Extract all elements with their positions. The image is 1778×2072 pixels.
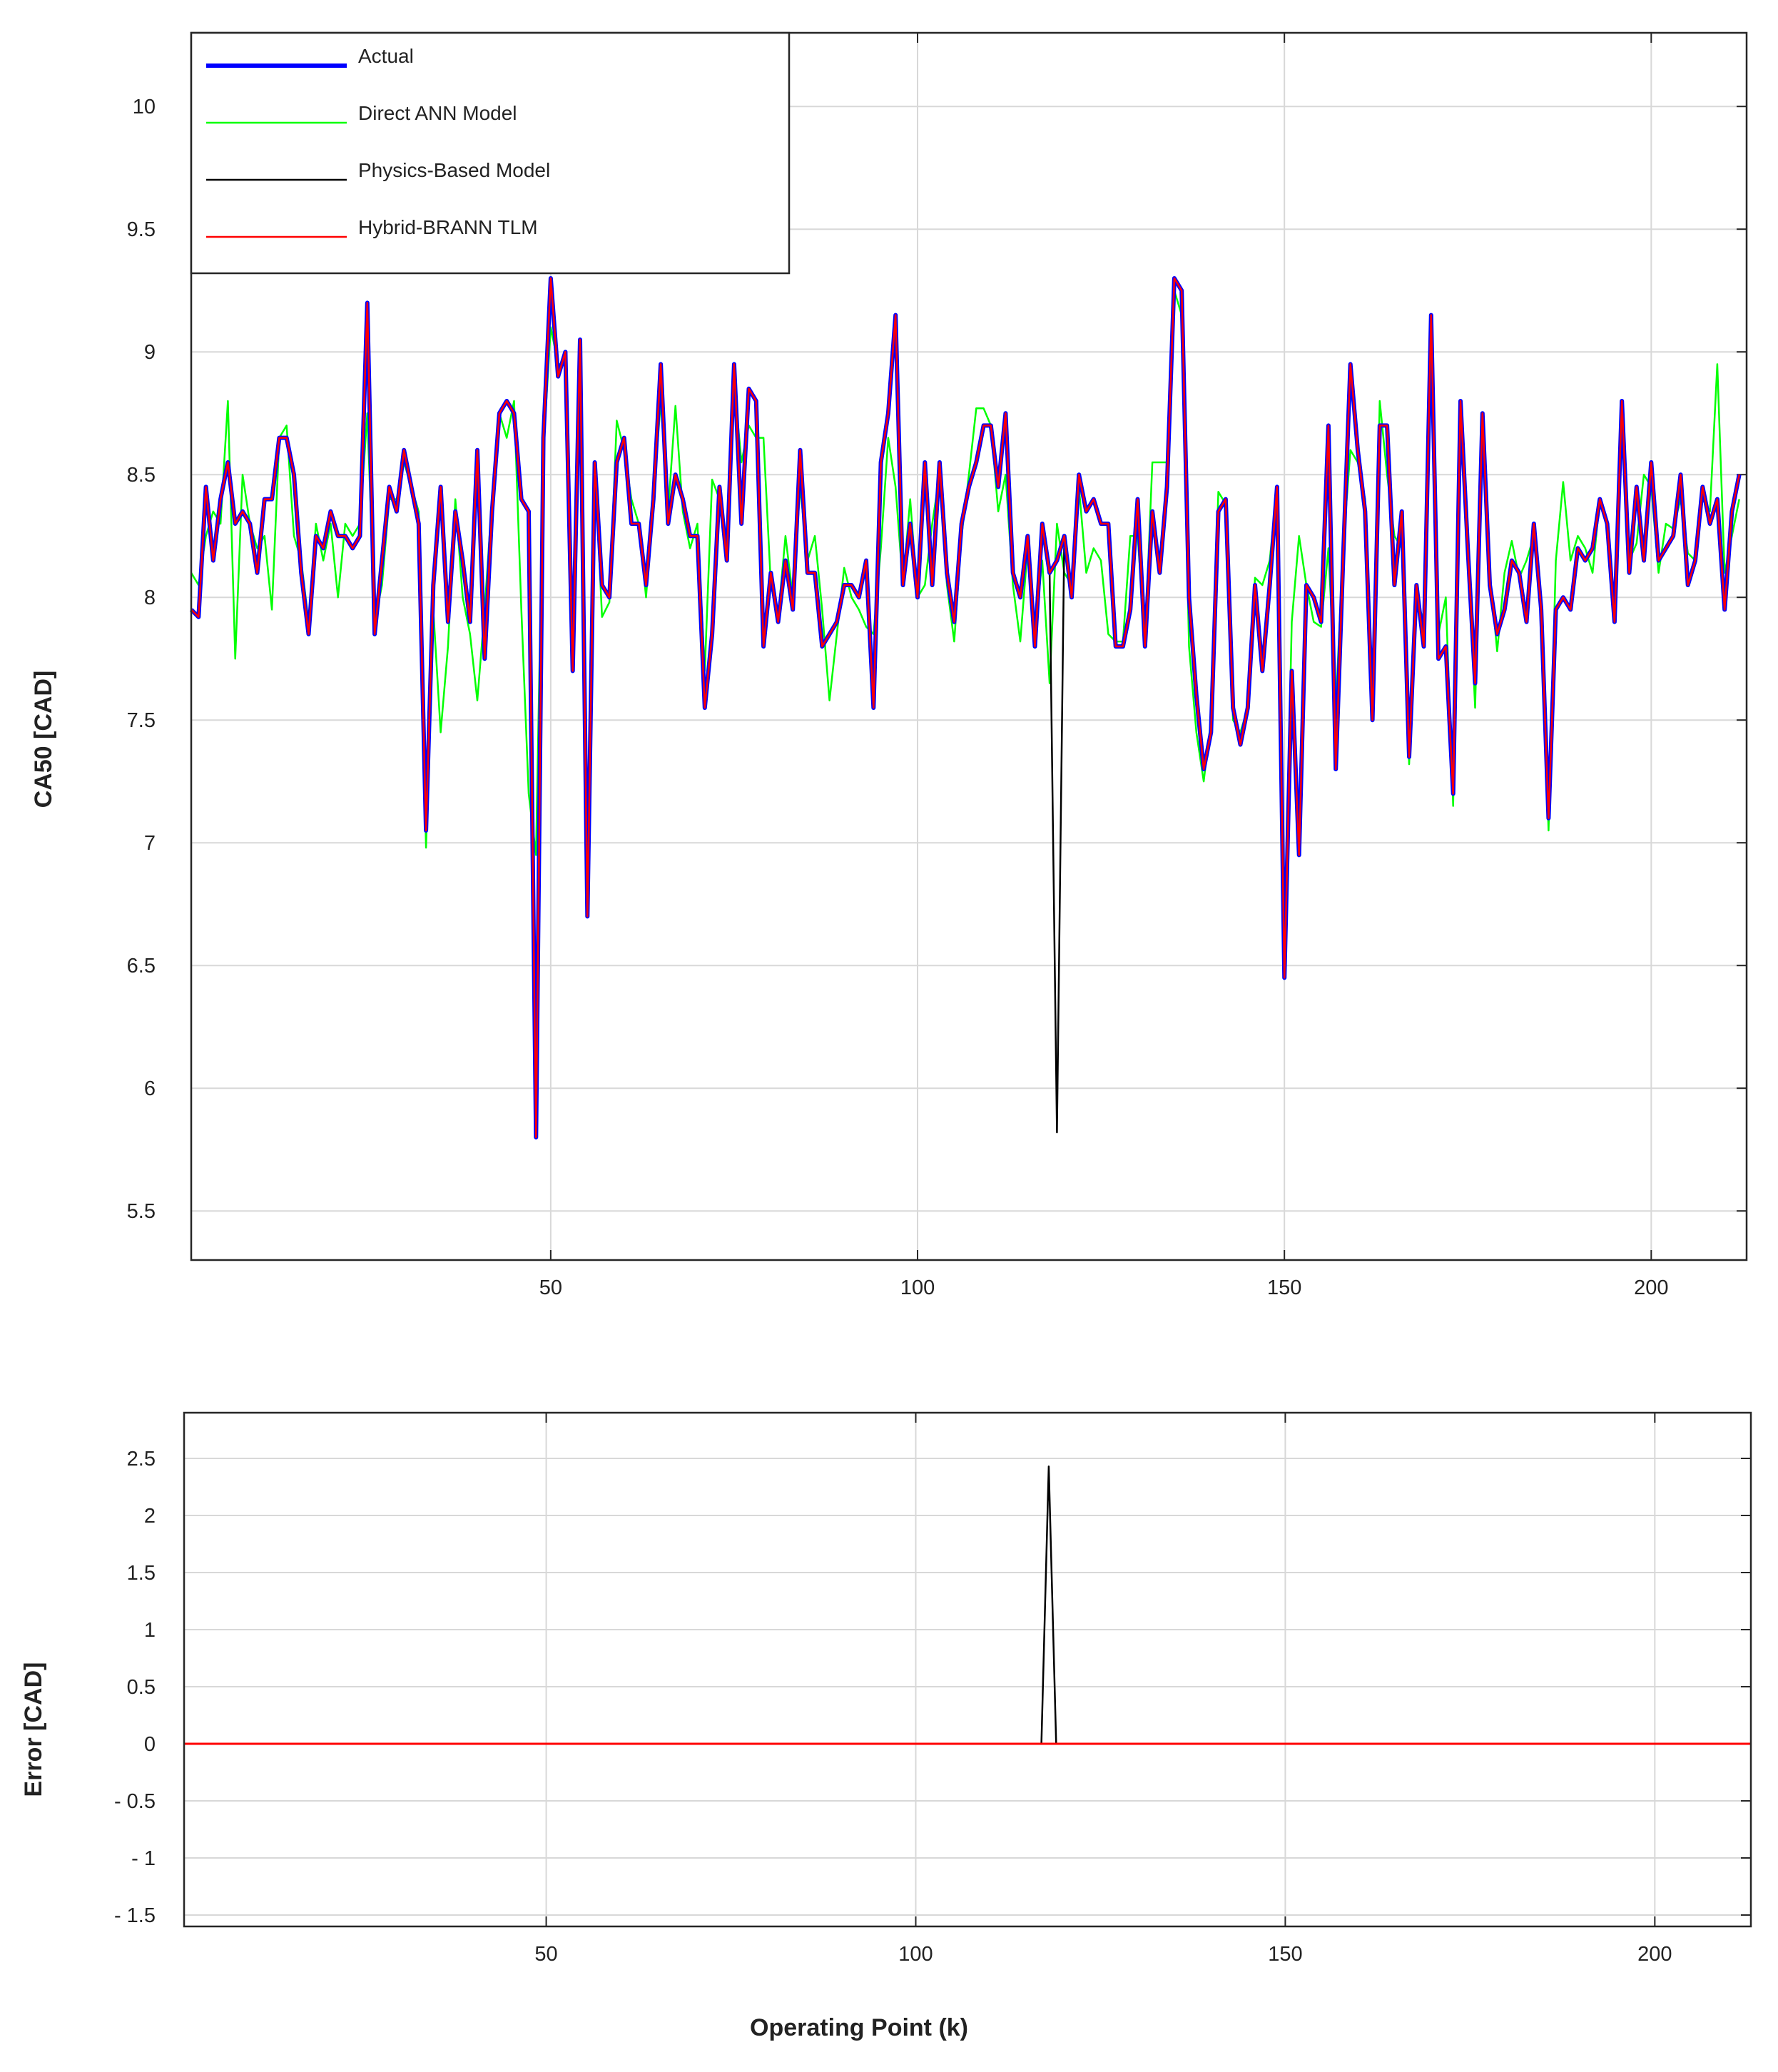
x-tick-label: 50: [534, 1943, 557, 1966]
x-axis-label: Operating Point (k): [750, 2014, 968, 2041]
ca50-plot-frame: [190, 31, 1748, 1261]
y-tick-label: - 1: [131, 1847, 156, 1870]
y-tick-label: 2.5: [127, 1448, 156, 1471]
x-tick-label: 200: [1637, 1943, 1672, 1966]
legend-label-actual: Actual: [358, 45, 414, 67]
y-tick-label: 8.5: [127, 464, 156, 487]
x-tick-label: 150: [1267, 1276, 1301, 1299]
error-tick-labels: 50 100 150 200 - 1.5 - 1 - 0.5 0 0.5 1 1.5 2 2.5: [114, 1448, 1672, 1966]
legend-label-direct-ann: Direct ANN Model: [358, 102, 517, 124]
ca50-tick-labels: 50 100 150 200 5.5 6 6.5 7 7.5 8 8.5 9 9.5 10: [127, 96, 1669, 1299]
legend-label-hybrid: Hybrid-BRANN TLM: [358, 216, 538, 238]
y-tick-label: 7.5: [127, 709, 156, 732]
y-tick-label: 9.5: [127, 218, 156, 241]
x-tick-label: 100: [900, 1276, 935, 1299]
y-tick-label: 6: [144, 1077, 156, 1100]
y-tick-label: 10: [133, 96, 156, 118]
ca50-series: [189, 276, 1742, 1139]
legend: Actual Direct ANN Model Physics-Based Mo…: [190, 31, 791, 275]
legend-label-physics: Physics-Based Model: [358, 159, 550, 181]
y-tick-label: 1: [144, 1619, 156, 1642]
legend-entry-direct-ann: Direct ANN Model: [206, 102, 517, 124]
y-tick-label: 8: [144, 586, 156, 609]
y-tick-label: 0: [144, 1733, 156, 1756]
y-tick-label: 2: [144, 1505, 156, 1528]
legend-entry-hybrid: Hybrid-BRANN TLM: [206, 216, 538, 238]
y-tick-label: 5.5: [127, 1200, 156, 1223]
legend-box: [190, 31, 791, 275]
series-line-hybrid: [190, 277, 1740, 1139]
y-tick-label: 9: [144, 341, 156, 364]
ca50-chart: 50 100 150 200 5.5 6 6.5 7 7.5 8 8.5 9 9.5 10 CA50 [C…: [30, 31, 1748, 1299]
x-tick-label: 200: [1634, 1276, 1668, 1299]
error-chart: 50 100 150 200 - 1.5 - 1 - 0.5 0 0.5 1 1.5 2 2.5 Err…: [20, 1411, 1752, 2041]
y-tick-label: 1.5: [127, 1562, 156, 1585]
ca50-y-axis-label: CA50 [CAD]: [30, 671, 57, 808]
error-y-axis-label: Error [CAD]: [20, 1662, 47, 1797]
ca50-grid: [191, 33, 1747, 1260]
legend-entry-actual: Actual: [206, 45, 414, 68]
error-series: [184, 1465, 1751, 1745]
y-tick-label: 7: [144, 832, 156, 855]
legend-entry-physics: Physics-Based Model: [206, 159, 550, 181]
y-tick-label: - 0.5: [114, 1790, 156, 1813]
y-tick-label: - 1.5: [114, 1904, 156, 1927]
y-tick-label: 6.5: [127, 955, 156, 977]
error-plot-frame: [183, 1411, 1752, 1928]
x-tick-label: 150: [1268, 1943, 1302, 1966]
y-tick-label: 0.5: [127, 1676, 156, 1699]
x-tick-label: 50: [539, 1276, 562, 1299]
error-plot-area: [184, 1413, 1751, 1926]
x-tick-label: 100: [898, 1943, 933, 1966]
